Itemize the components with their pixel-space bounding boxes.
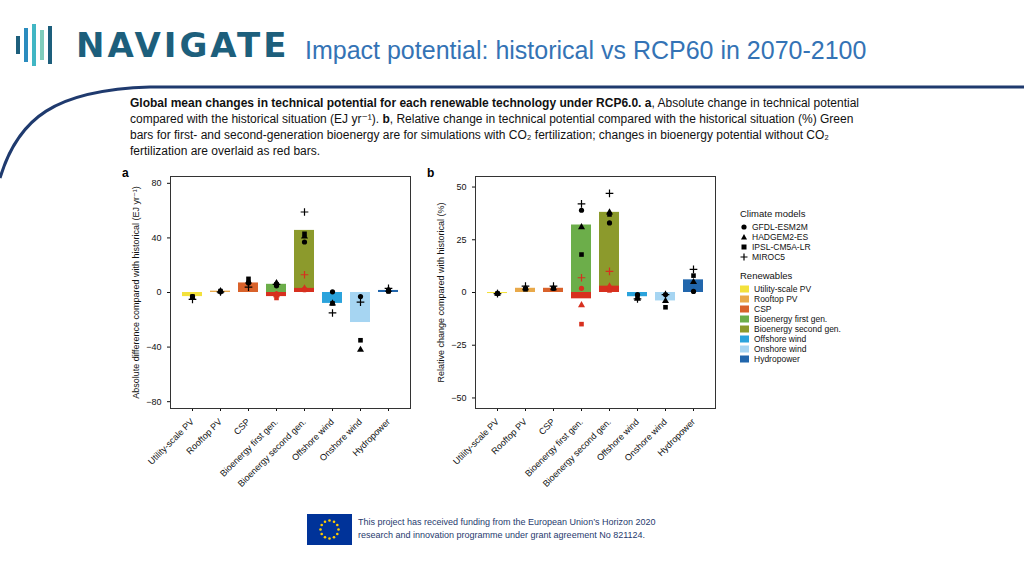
svg-text:Bioenergy first gen.: Bioenergy first gen. [218, 416, 280, 479]
svg-text:0: 0 [156, 287, 161, 297]
svg-text:40: 40 [151, 233, 161, 243]
html-text:Bioenergy first gen.: Bioenergy first gen. [754, 314, 828, 324]
html-text:This project has received fund: This project has received funding from t… [358, 517, 656, 540]
svg-text:CSP: CSP [537, 417, 557, 437]
svg-text:Rooftop PV: Rooftop PV [489, 417, 529, 457]
html-text:CSP: CSP [754, 304, 772, 314]
svg-text:Hydropower: Hydropower [351, 417, 392, 458]
svg-text:Bioenergy first gen.: Bioenergy first gen. [523, 416, 585, 479]
html-text:Global mean changes in technic: Global mean changes in technical potenti… [130, 96, 859, 158]
html-text:Bioenergy second gen.: Bioenergy second gen. [754, 324, 841, 334]
svg-text:Onshore wind: Onshore wind [317, 416, 364, 463]
html-text:NAVIGATE: NAVIGATE [76, 25, 290, 65]
svg-text:Absolute difference compared w: Absolute difference compared with histor… [131, 186, 141, 399]
html-text:HADGEM2-ES: HADGEM2-ES [752, 232, 809, 242]
svg-text:−50: −50 [451, 393, 466, 403]
svg-text:Relative change compared with: Relative change compared with historical… [436, 202, 446, 382]
svg-text:CSP: CSP [232, 417, 252, 437]
html-text:MIROC5: MIROC5 [752, 252, 786, 262]
svg-text:Offshore wind: Offshore wind [594, 416, 641, 463]
html-text:GFDL-ESM2M: GFDL-ESM2M [752, 222, 808, 232]
svg-text:Utility-scale PV: Utility-scale PV [146, 417, 196, 467]
svg-text:Utility-scale PV: Utility-scale PV [451, 417, 501, 467]
svg-text:50: 50 [456, 182, 466, 192]
svg-text:Rooftop PV: Rooftop PV [184, 417, 224, 457]
svg-text:Onshore wind: Onshore wind [622, 416, 669, 463]
svg-text:80: 80 [151, 178, 161, 188]
html-text:Onshore wind: Onshore wind [754, 344, 807, 354]
html-text:Climate models: Climate models [740, 208, 806, 219]
html-text:b: b [427, 166, 435, 180]
svg-text:Hydropower: Hydropower [656, 417, 697, 458]
html-text:Hydropower: Hydropower [754, 354, 800, 364]
html-text:IPSL-CM5A-LR: IPSL-CM5A-LR [752, 242, 811, 252]
html-text:a: a [122, 166, 129, 180]
svg-text:25: 25 [456, 235, 466, 245]
html-text:Utility-scale PV: Utility-scale PV [754, 284, 812, 294]
svg-text:0: 0 [461, 287, 466, 297]
html-text:Rooftop PV: Rooftop PV [754, 294, 798, 304]
svg-text:−25: −25 [451, 340, 466, 350]
html-text:Offshore wind: Offshore wind [754, 334, 807, 344]
svg-text:−40: −40 [146, 342, 161, 352]
html-text:Renewables: Renewables [740, 270, 793, 281]
svg-text:Offshore wind: Offshore wind [289, 416, 336, 463]
html-text:Impact potential: historical v: Impact potential: historical vs RCP60 in… [305, 36, 867, 64]
svg-text:−80: −80 [146, 397, 161, 407]
